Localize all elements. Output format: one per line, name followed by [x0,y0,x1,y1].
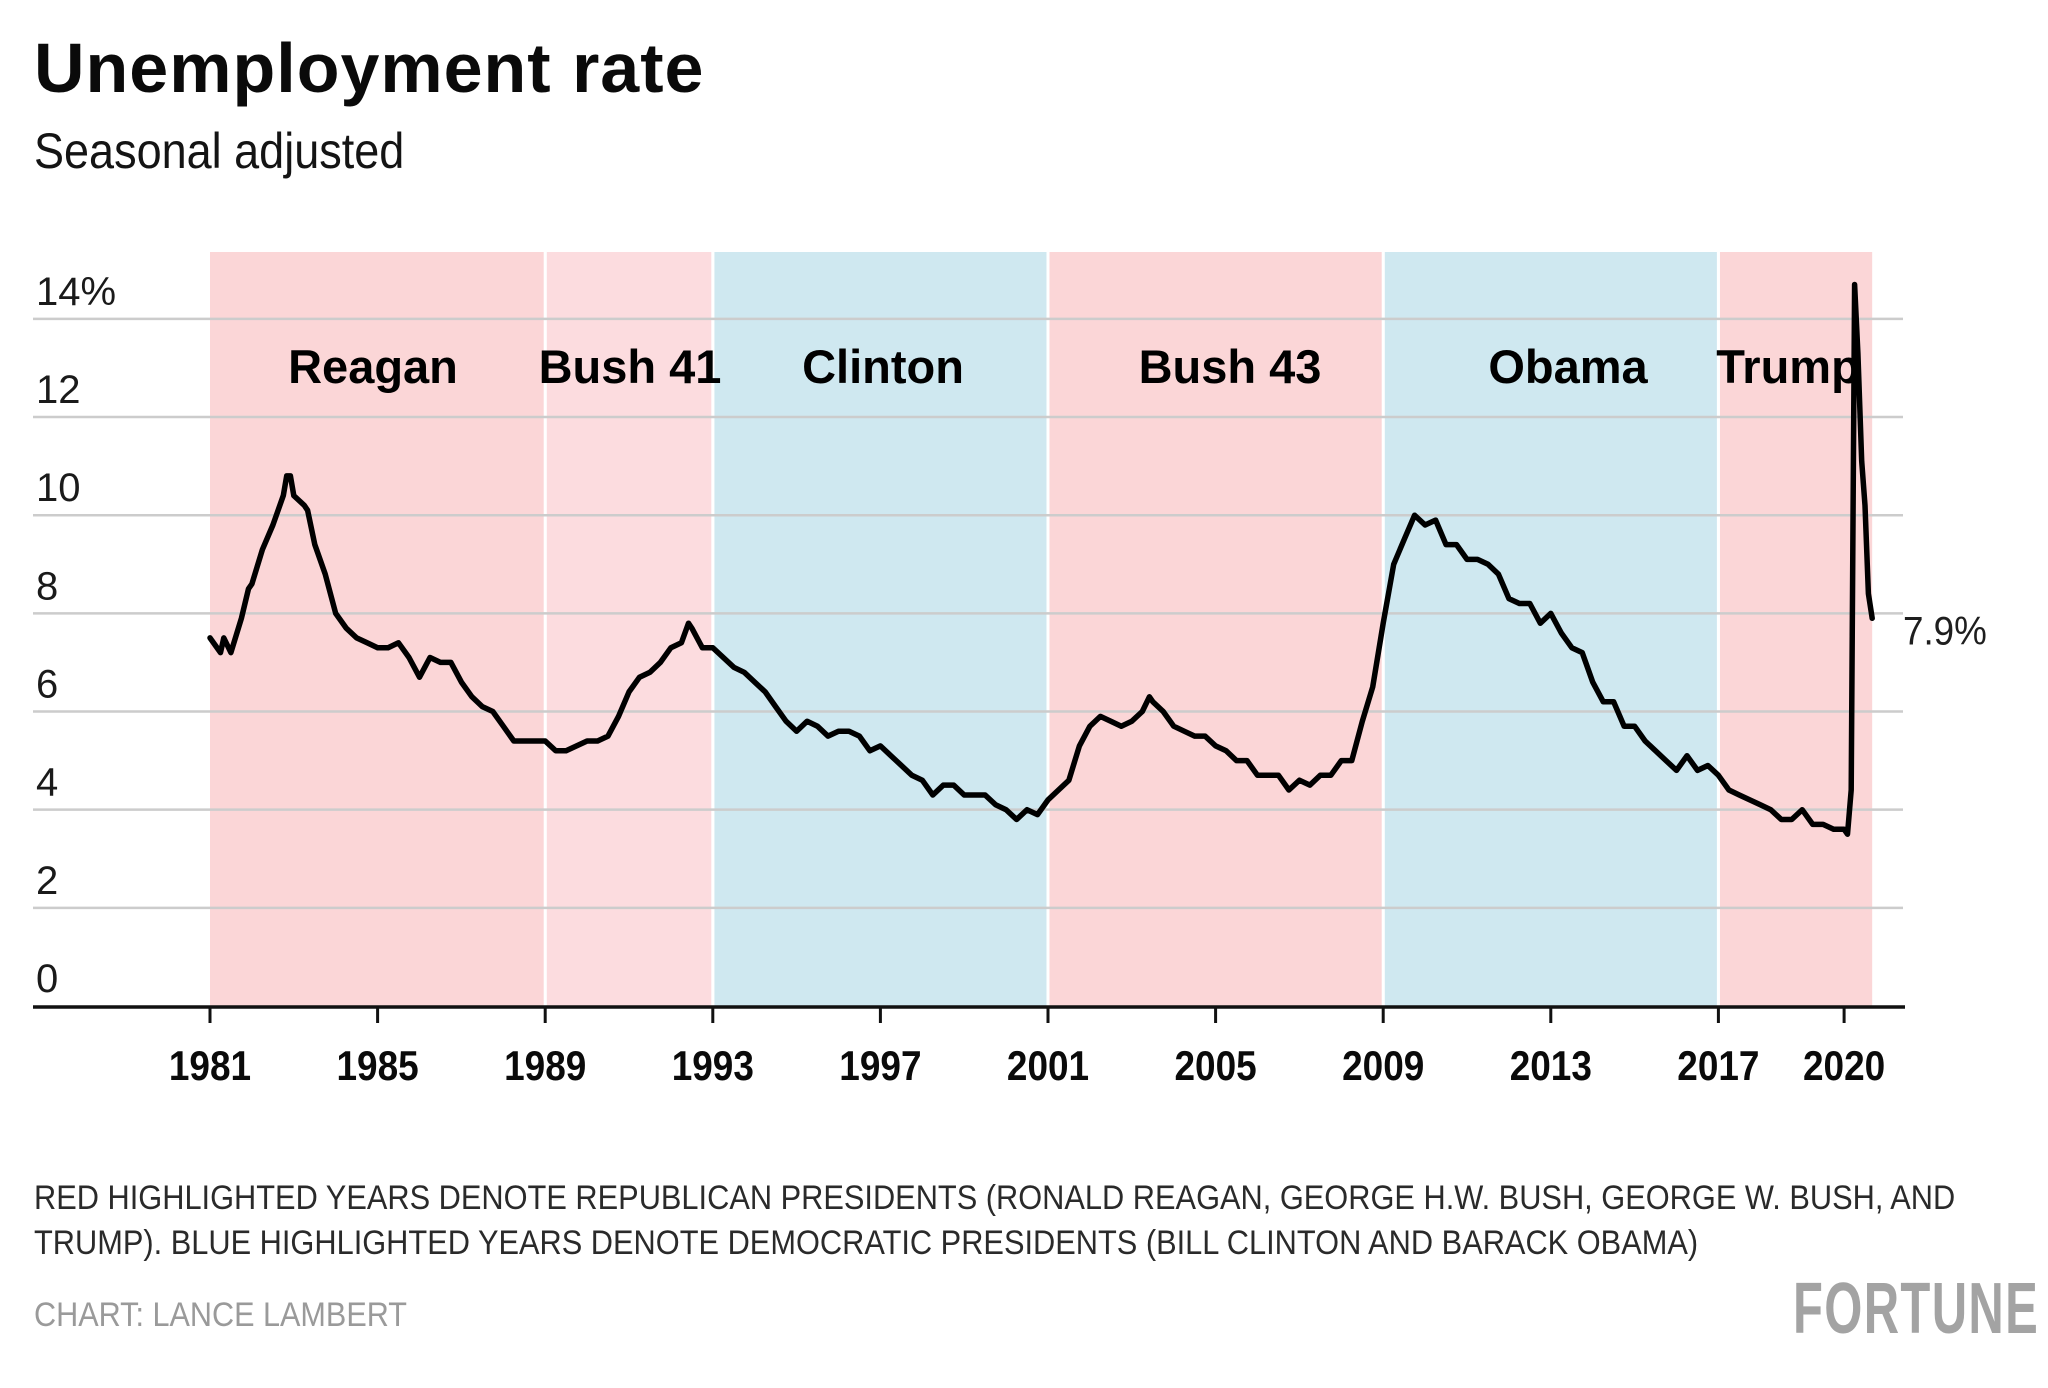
band-reagan [210,252,546,1007]
x-tick-label: 2017 [1677,1043,1759,1090]
x-tick-label: 1989 [504,1043,586,1090]
band-separator [1716,252,1720,1007]
president-label-reagan: Reagan [288,340,458,393]
y-tick-label: 4 [36,761,58,805]
y-tick-label: 8 [36,564,58,608]
band-trump [1719,252,1873,1007]
band-clinton [714,252,1048,1007]
series-layer [207,281,1875,837]
president-label-trump: Trump [1716,340,1860,393]
x-tick-label: 1993 [672,1043,754,1090]
x-tick-label: 1997 [839,1043,921,1090]
y-tick-label: 14% [36,270,116,314]
y-tick-label: 10 [36,466,81,510]
fortune-logo: FORTUNE [1793,1269,2040,1349]
band-bush-43 [1049,252,1384,1007]
x-tick-label: 2020 [1803,1043,1885,1090]
x-tick-label: 2009 [1342,1043,1424,1090]
y-tick-label: 12 [36,368,81,412]
x-tick-label: 1985 [336,1043,418,1090]
president-label-bush-43: Bush 43 [1139,340,1322,393]
x-tick-label: 2013 [1510,1043,1592,1090]
series-line [207,281,1875,837]
chart-subtitle: Seasonal adjusted [34,123,405,179]
x-axis: 1981 1985 1989 1993 1997 2001 2005 2009 2013 2017… [33,1005,1905,1090]
gridlines [33,317,1903,910]
footnote: RED HIGHLIGHTED YEARS DENOTE REPUBLICAN … [34,1176,2025,1266]
presidency-bands [210,252,1873,1007]
band-separator [543,252,547,1007]
band-separator [1046,252,1050,1007]
y-tick-label: 2 [36,859,58,903]
x-tick-label: 2001 [1007,1043,1089,1090]
chart-title: Unemployment rate [34,29,705,107]
presidency-labels: Reagan Bush 41 Clinton Bush 43 Obama Trump [288,340,1860,393]
president-label-obama: Obama [1488,340,1648,393]
end-label-group: 7.9% [1903,609,1987,654]
president-label-bush-41: Bush 41 [539,340,722,393]
chart-credit: CHART: LANCE LAMBERT [34,1296,407,1334]
y-axis-labels: 0 2 4 6 8 10 12 14% [36,270,116,1001]
footnote-line-1: RED HIGHLIGHTED YEARS DENOTE REPUBLICAN … [34,1179,1956,1217]
band-obama [1384,252,1719,1007]
x-tick-label: 2005 [1174,1043,1256,1090]
band-separator [711,252,715,1007]
end-value-label: 7.9% [1903,609,1987,654]
footnote-line-2: TRUMP). BLUE HIGHLIGHTED YEARS DENOTE DE… [34,1224,1699,1262]
president-label-clinton: Clinton [802,340,964,393]
y-tick-label: 6 [36,663,58,707]
y-tick-label: 0 [36,957,58,1001]
x-tick-label: 1981 [169,1043,251,1090]
